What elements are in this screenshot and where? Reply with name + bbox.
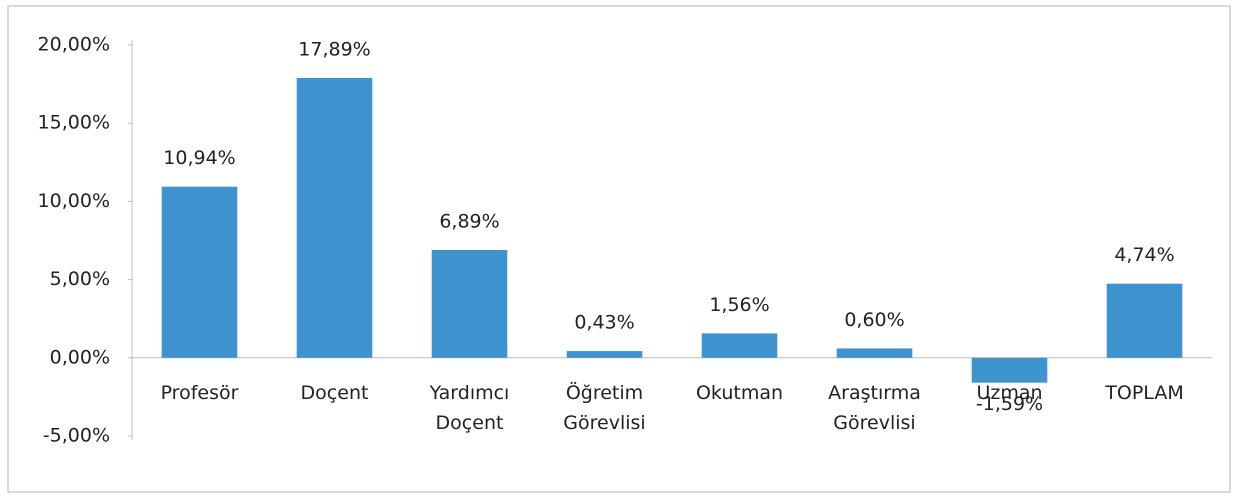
y-tick-label: 5,00% <box>50 268 110 290</box>
data-label: -1,59% <box>976 393 1043 415</box>
x-tick-label: Okutman <box>696 381 783 403</box>
chart-frame <box>7 5 1231 493</box>
data-label: 4,74% <box>1114 244 1174 266</box>
data-label: 1,56% <box>709 294 769 316</box>
data-label: 10,94% <box>163 147 235 169</box>
x-tick-label: Öğretim Görevlisi <box>563 380 645 433</box>
y-tick-label: 15,00% <box>38 112 110 134</box>
y-tick-label: 0,00% <box>50 346 110 368</box>
data-label: 0,43% <box>574 312 634 334</box>
bar <box>161 186 238 358</box>
data-label: 0,60% <box>844 309 904 331</box>
bar <box>1106 283 1183 358</box>
y-tick-label: 20,00% <box>38 34 110 56</box>
x-tick-label: Yardımcı Doçent <box>429 381 510 433</box>
bar <box>701 333 778 358</box>
x-tick-label: Doçent <box>301 381 369 403</box>
bar <box>971 357 1048 383</box>
x-tick-label: Uzman <box>976 381 1042 403</box>
data-label: 6,89% <box>439 211 499 233</box>
x-tick-label: TOPLAM <box>1104 381 1183 403</box>
bar <box>296 78 373 358</box>
y-tick-label: -5,00% <box>43 425 110 447</box>
x-tick-label: Araştırma Görevlisi <box>828 381 921 433</box>
bar <box>566 351 643 358</box>
x-tick-label: Profesör <box>161 381 239 403</box>
bar <box>836 348 913 358</box>
bar <box>431 250 508 358</box>
y-tick-label: 10,00% <box>38 190 110 212</box>
data-label: 17,89% <box>298 39 370 61</box>
